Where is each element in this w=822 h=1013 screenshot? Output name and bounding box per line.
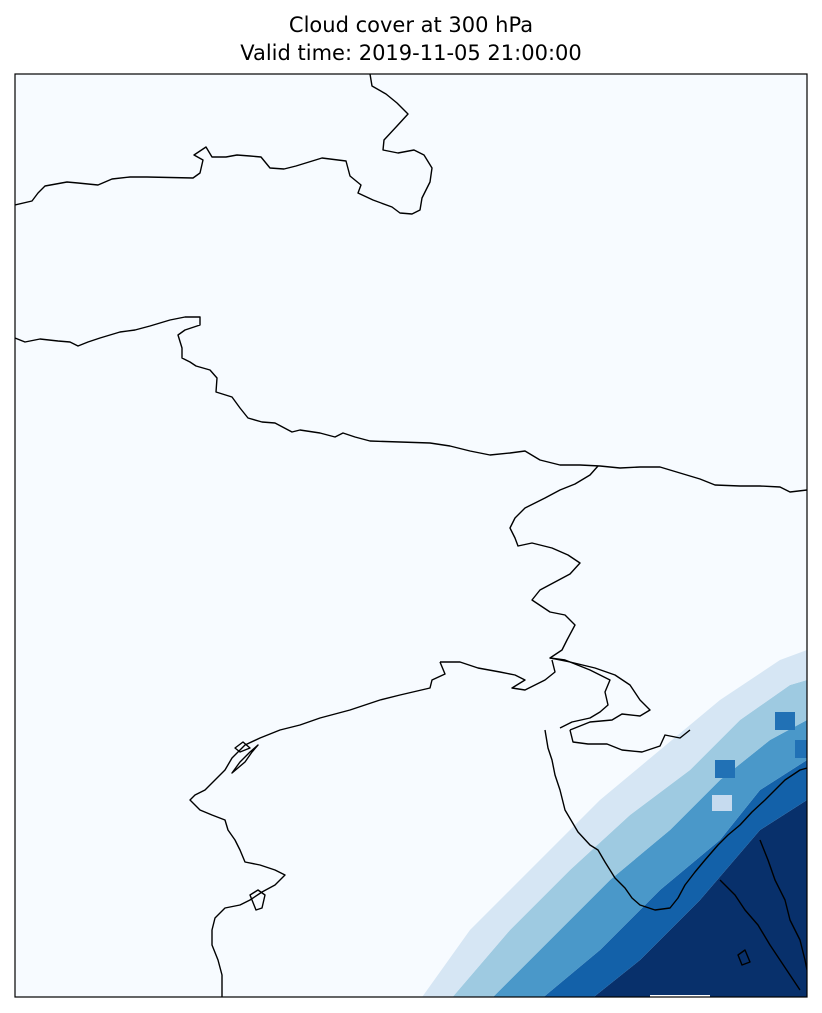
map-title-line2: Valid time: 2019-11-05 21:00:00: [240, 41, 582, 65]
cloud-cell: [775, 712, 795, 730]
coast-se-loop: [719, 879, 801, 991]
coast-se-inner: [759, 839, 807, 971]
border-middle: [15, 316, 807, 493]
cloud-cell: [795, 740, 807, 758]
island-2: [231, 744, 259, 774]
cloud-region-moderate: [493, 720, 807, 997]
cloud-cover-field: [422, 650, 807, 997]
cloud-cell: [650, 995, 710, 997]
coast-west-upper: [440, 659, 556, 691]
cloud-region-light: [452, 680, 807, 997]
coast-peninsula: [544, 729, 807, 911]
island-4: [737, 949, 751, 966]
coast-west: [189, 661, 446, 997]
coast-east: [549, 657, 651, 731]
map-title-line1: Cloud cover at 300 hPa: [288, 13, 534, 37]
cloud-cell: [712, 795, 732, 811]
cloud-region-thin: [422, 650, 807, 997]
cloud-region-dense: [593, 800, 807, 997]
island-1: [234, 741, 251, 753]
coastlines: [15, 74, 807, 997]
cloud-cell: [715, 760, 735, 778]
border-branch: [509, 465, 611, 729]
island-3: [249, 889, 266, 911]
border-north: [15, 74, 433, 215]
cloud-region-heavy: [543, 760, 807, 997]
map-frame: [14, 73, 808, 998]
coast-gulf: [569, 729, 691, 753]
